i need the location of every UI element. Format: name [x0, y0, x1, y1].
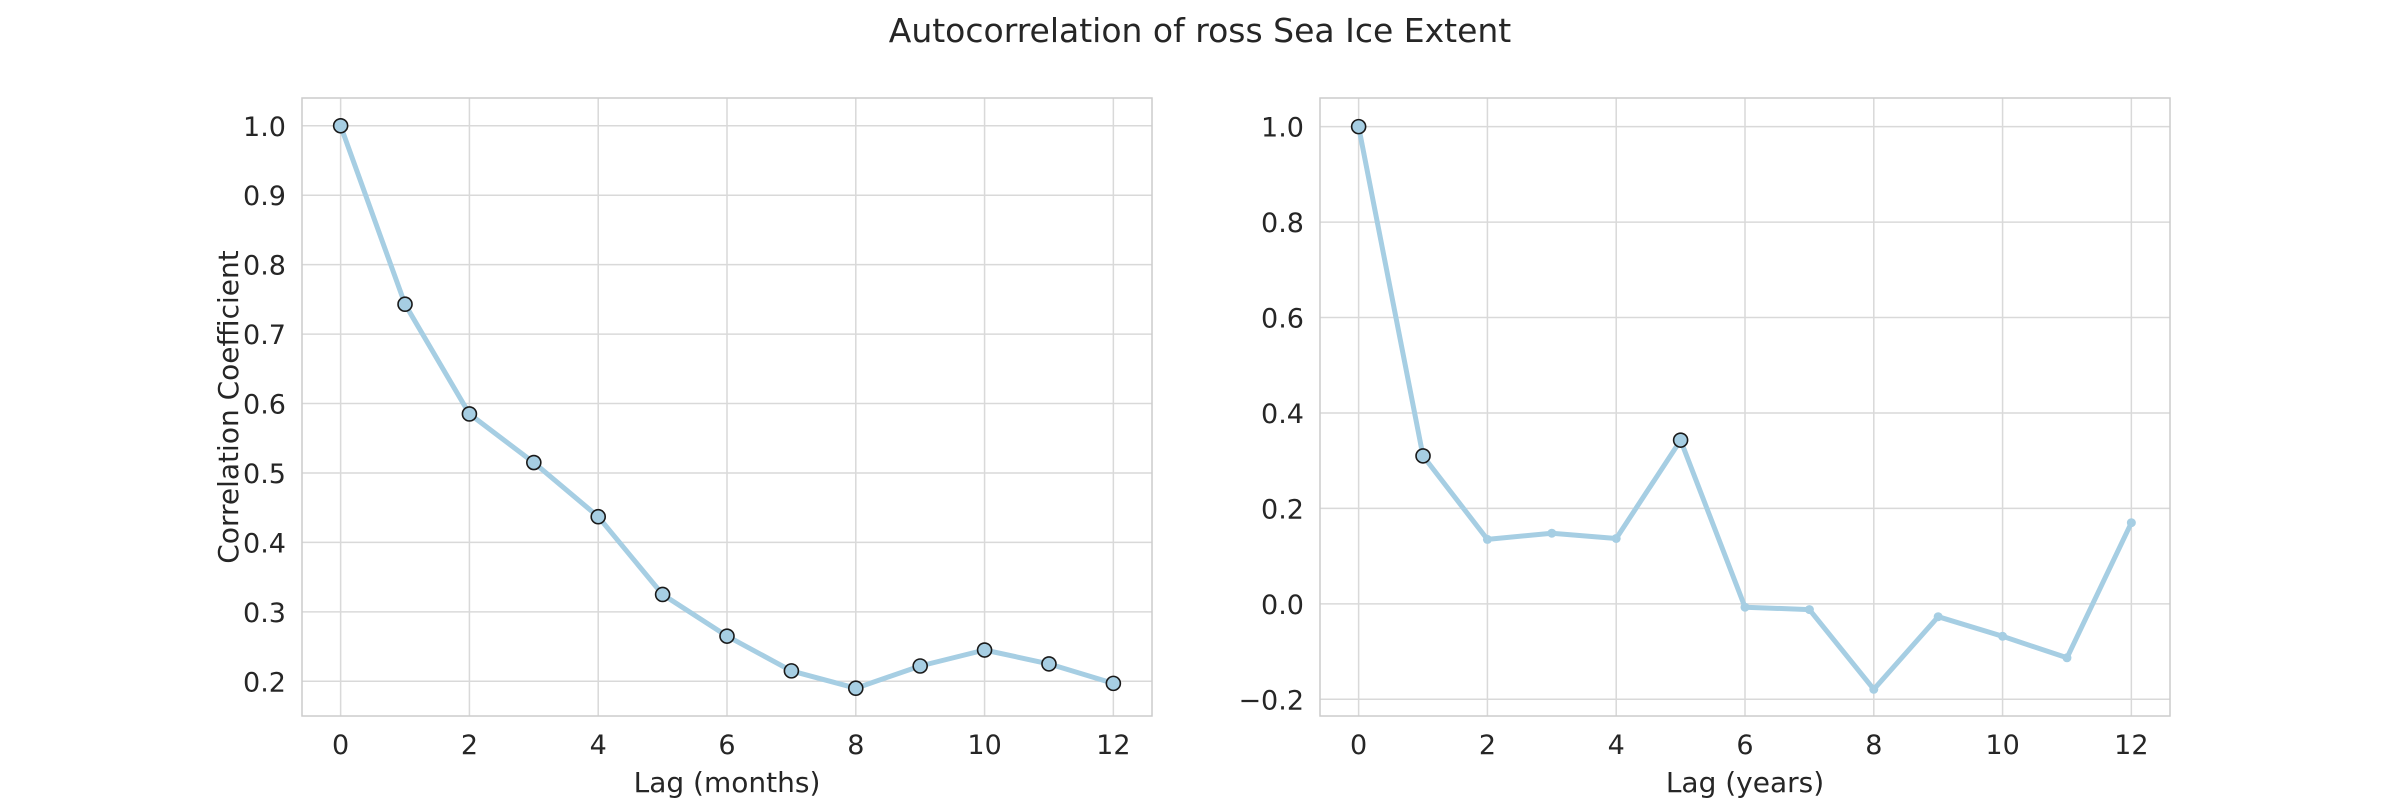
- monthly-data-point: [332, 117, 349, 134]
- yearly-x-axis-label: Lag (years): [1666, 766, 1824, 799]
- monthly-y-tick-label: 0.4: [243, 528, 286, 559]
- yearly-y-tick-label: 0.4: [1261, 399, 1304, 430]
- yearly-data-point: [1869, 684, 1879, 694]
- monthly-data-point: [654, 586, 671, 603]
- yearly-data-point: [1415, 448, 1431, 464]
- yearly-data-point: [1672, 432, 1689, 448]
- yearly-data-point: [1998, 631, 2008, 641]
- yearly-x-tick-label: 6: [1736, 730, 1753, 761]
- monthly-x-tick-label: 4: [590, 730, 607, 761]
- yearly-data-point: [1933, 612, 1943, 622]
- monthly-y-axis-label: Correlation Coefficient: [212, 250, 245, 563]
- monthly-x-tick-label: 10: [967, 730, 1001, 761]
- monthly-data-point: [719, 628, 735, 644]
- yearly-x-tick-label: 12: [2114, 730, 2148, 761]
- monthly-data-point: [1105, 675, 1122, 692]
- yearly-y-tick-label: 0.0: [1261, 590, 1304, 621]
- figure-title: Autocorrelation of ross Sea Ice Extent: [889, 11, 1512, 50]
- yearly-x-tick-label: 0: [1350, 730, 1367, 761]
- monthly-x-tick-label: 0: [332, 730, 349, 761]
- yearly-x-tick-label: 10: [1985, 730, 2019, 761]
- yearly-data-point: [1547, 528, 1557, 538]
- monthly-y-tick-label: 0.8: [243, 251, 286, 282]
- yearly-data-point: [1350, 118, 1367, 135]
- monthly-data-point: [1041, 656, 1057, 672]
- monthly-x-tick-label: 12: [1096, 730, 1130, 761]
- monthly-data-point: [461, 406, 478, 422]
- monthly-y-tick-label: 1.0: [243, 112, 286, 143]
- yearly-y-tick-label: 0.6: [1261, 304, 1304, 335]
- yearly-plot-frame: [1319, 97, 2171, 717]
- yearly-data-point: [1740, 602, 1750, 612]
- monthly-data-point: [912, 658, 928, 674]
- monthly-plot-frame: [301, 97, 1153, 717]
- yearly-data-point: [1804, 605, 1814, 615]
- monthly-data-point: [783, 663, 800, 679]
- monthly-x-tick-label: 8: [847, 730, 864, 761]
- monthly-data-point: [976, 642, 993, 658]
- monthly-x-tick-label: 6: [718, 730, 735, 761]
- monthly-data-point: [590, 508, 607, 525]
- yearly-y-tick-label: −0.2: [1238, 685, 1304, 716]
- yearly-x-tick-label: 2: [1479, 730, 1496, 761]
- yearly-lag-chart: 0 2 4 6 8 10 12 −0.2 0.0 0.2 0.4 0.6 0.8 1.0 Lag (year…: [1238, 97, 2171, 799]
- monthly-x-tick-label: 2: [461, 730, 478, 761]
- monthly-x-axis-label: Lag (months): [634, 766, 821, 799]
- monthly-y-tick-label: 0.6: [243, 390, 286, 421]
- yearly-data-point: [1482, 534, 1492, 544]
- monthly-y-tick-label: 0.3: [243, 598, 286, 629]
- monthly-y-tick-label: 0.5: [243, 459, 286, 490]
- monthly-data-point: [526, 454, 542, 471]
- yearly-y-tick-label: 1.0: [1261, 113, 1304, 144]
- yearly-y-tick-label: 0.2: [1261, 494, 1304, 525]
- yearly-x-tick-label: 8: [1865, 730, 1882, 761]
- yearly-x-tick-label: 4: [1608, 730, 1625, 761]
- yearly-data-point: [2062, 653, 2072, 663]
- monthly-data-point: [847, 680, 864, 697]
- monthly-y-tick-label: 0.7: [243, 320, 286, 351]
- monthly-lag-chart: 0 2 4 6 8 10 12 0.2 0.3 0.4 0.5 0.6 0.7 0.8 0.9 1.0 Lag …: [212, 97, 1153, 799]
- yearly-data-point: [2126, 518, 2136, 528]
- monthly-y-tick-label: 0.2: [243, 667, 286, 698]
- monthly-data-point: [397, 296, 413, 313]
- yearly-data-point: [1611, 533, 1621, 543]
- monthly-y-tick-label: 0.9: [243, 181, 286, 212]
- yearly-y-tick-label: 0.8: [1261, 208, 1304, 239]
